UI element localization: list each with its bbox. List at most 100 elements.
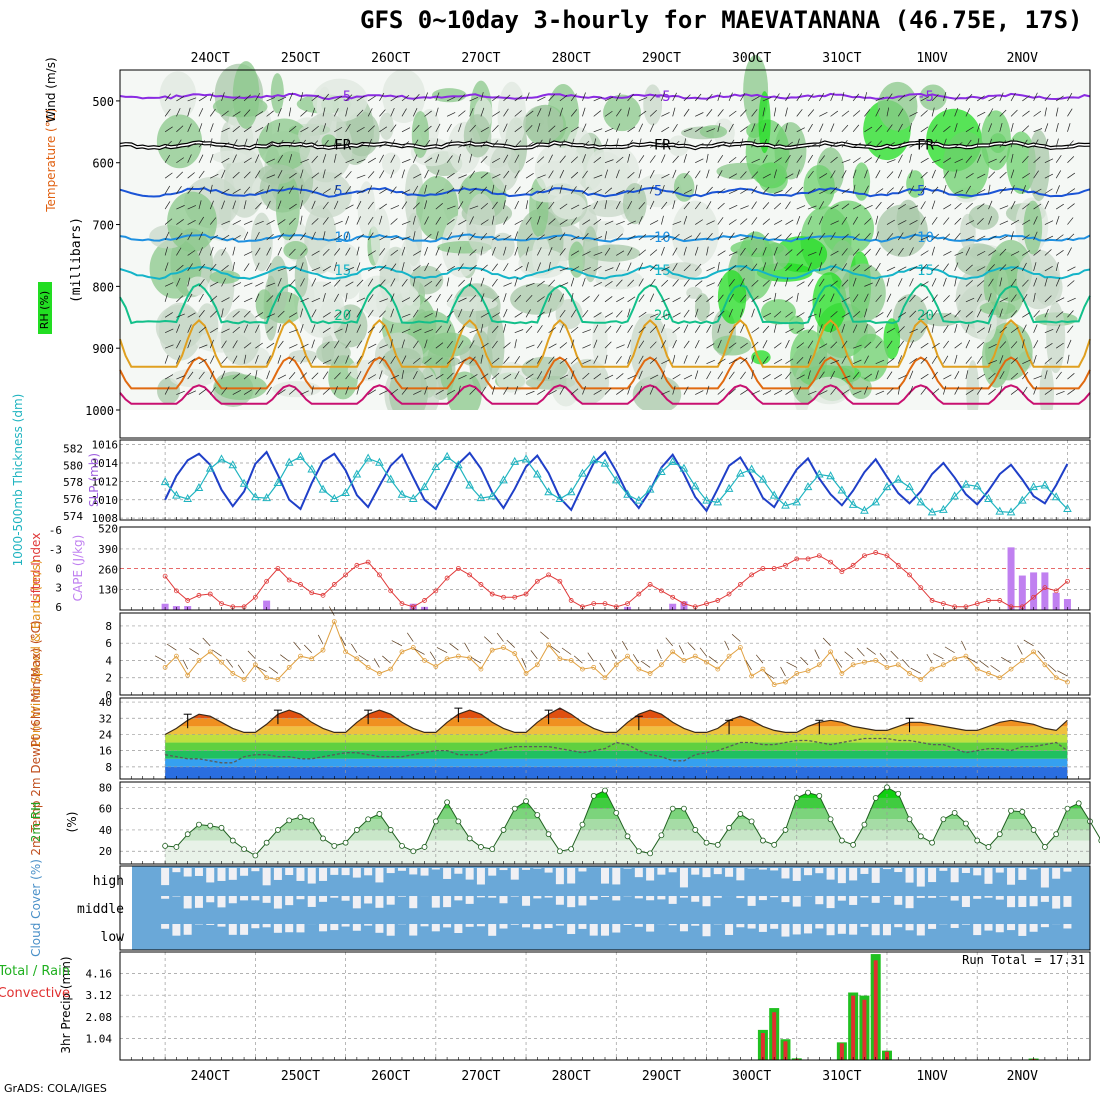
wind-barb (379, 92, 385, 102)
wind-barb (1067, 325, 1074, 333)
wind-barb (773, 277, 779, 287)
wind-barb (1022, 312, 1031, 318)
wind-barb (311, 324, 316, 333)
cloud-middle-bar (319, 896, 328, 902)
wind-barb (1044, 235, 1054, 241)
wind-speed-point (862, 659, 867, 665)
wind-barb (209, 200, 214, 210)
wind-barb-10m (540, 631, 549, 640)
wind-barb-10m (902, 659, 910, 668)
wind-barb (807, 262, 812, 272)
wind-barb (198, 123, 203, 132)
wind-barb (198, 108, 204, 117)
date-label-bottom: 29OCT (642, 1069, 681, 1084)
wind-barb (334, 248, 341, 256)
cloud-high-bar (1052, 868, 1061, 879)
temp-tick-label: 24 (99, 728, 113, 741)
lifted-index-point (681, 601, 687, 607)
wind-barb (943, 374, 952, 380)
wind-barb (288, 125, 297, 133)
rh-shade (167, 191, 217, 253)
wind-barb (435, 389, 444, 395)
wind-speed-point (929, 666, 935, 672)
rh-point (252, 852, 259, 859)
wind-barb (818, 216, 824, 225)
wind-barb-10m (154, 655, 166, 662)
wind-barb (424, 280, 433, 287)
wind-barb (1067, 389, 1075, 395)
lifted-index-point (794, 556, 800, 562)
wind-barb (401, 159, 411, 164)
wind-barb-10m (1057, 670, 1068, 677)
wind-barb (424, 339, 428, 349)
wind-barb (909, 233, 917, 241)
lifted-index-point (399, 601, 405, 607)
wind-barb (728, 265, 737, 272)
wind-barb (356, 297, 366, 303)
wind-barb (243, 157, 252, 164)
wind-barb-10m (189, 648, 200, 655)
ylabel-wind: Wind (m/s) (44, 57, 58, 122)
wind-barb (909, 247, 914, 256)
wind-speed-point (331, 619, 337, 625)
wind-barb (1067, 123, 1071, 132)
thickness-point (228, 460, 238, 469)
wind-barb (1055, 371, 1062, 380)
wind-barb (728, 359, 738, 364)
wind-barb (988, 171, 996, 179)
wind-barb (570, 204, 580, 210)
wind-barb (886, 248, 894, 256)
cloud-high-bar (634, 868, 643, 878)
rh-point (376, 811, 383, 817)
contour-label: 15 (654, 263, 671, 279)
wind-barb (875, 370, 879, 380)
wind-barb (255, 387, 262, 395)
wind-barb (864, 265, 872, 272)
rh-shade (531, 235, 551, 277)
wind-barb (176, 313, 185, 318)
date-label-bottom: 28OCT (552, 1069, 591, 1084)
wind-barb (1033, 170, 1039, 179)
wind-barb-10m (835, 658, 843, 668)
cloud-middle-bar (262, 896, 271, 903)
wind-barb (954, 262, 959, 272)
wind-barb (458, 185, 464, 194)
wind-barb (1044, 188, 1053, 194)
wind-barb (909, 266, 918, 272)
wind-barb (740, 342, 748, 349)
rh-shade (431, 88, 467, 103)
wind-tick-label: 8 (105, 620, 112, 633)
wind-barb (661, 126, 670, 133)
wind-barb (920, 356, 928, 364)
wind-barb (604, 325, 612, 333)
wind-barb (333, 138, 337, 148)
lifted-index-point (895, 562, 901, 568)
wind-barb (311, 140, 319, 148)
wind-barb (728, 251, 738, 256)
cloud-high-bar (386, 868, 395, 874)
wind-barb (683, 138, 686, 148)
wind-barb-10m (414, 648, 425, 655)
wind-barb (164, 185, 171, 194)
cloud-high-bar (837, 868, 846, 884)
wind-barb (537, 311, 545, 318)
wind-barb (1055, 107, 1059, 117)
cloud-low-bar (217, 924, 226, 927)
wind-barb (1033, 216, 1038, 225)
thickness-point (769, 490, 779, 499)
wind-speed-point (986, 671, 991, 676)
wind-barb (796, 127, 805, 133)
wind-barb (988, 216, 993, 225)
wind-speed-point (670, 649, 676, 655)
rh-shade (592, 311, 608, 370)
wind-barb (593, 174, 603, 179)
cloud-low-bar (567, 924, 576, 935)
wind-barb (672, 326, 680, 334)
wind-barb (322, 248, 330, 256)
wind-barb (1022, 185, 1026, 194)
wind-barb (435, 247, 440, 256)
cloud-high-bar (950, 868, 959, 883)
wind-speed-point (974, 666, 980, 672)
wind-speed-point (794, 671, 800, 676)
